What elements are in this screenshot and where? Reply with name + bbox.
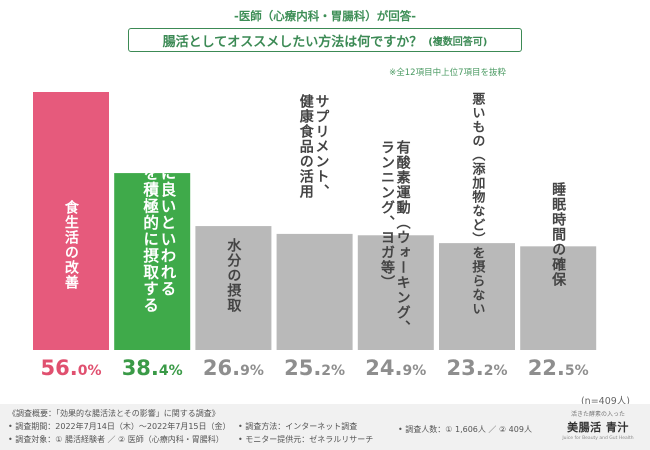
bar-5 (357, 235, 434, 350)
survey-target: • 調査対象：① 腸活経験者 ／ ② 医師（心療内科・胃腸科） (8, 435, 224, 444)
value-integer: 24. (365, 356, 403, 380)
bar-2 (114, 173, 191, 350)
value-label-1: 56.0% (33, 356, 109, 380)
category-label-7: 睡眠時間の確保 (550, 182, 567, 287)
survey-period: • 調査期間：2022年7月14日（木）〜2022年7月15日（金） (8, 422, 231, 431)
bar-1 (33, 92, 109, 350)
value-decimal: 5% (564, 363, 589, 379)
value-integer: 22. (527, 356, 565, 380)
sample-size-note: (n=409人) (580, 396, 630, 407)
value-integer: 38. (121, 356, 159, 380)
logo-tagline: 活きた酵素の入った (570, 411, 625, 418)
survey-method: • 調査方法：インターネット調査 (238, 422, 358, 431)
category-label-3: 水分の摂取 (225, 238, 242, 314)
value-decimal: 9% (402, 363, 427, 379)
survey-provider: • モニター提供元：ゼネラルリサーチ (238, 435, 374, 444)
category-label-2: 腸活に良いといわれる 食品を積極的に摂取する (141, 132, 177, 314)
bar-7 (520, 246, 597, 350)
survey-subtitle: -医師（心療内科・胃腸科）が回答- (233, 9, 417, 23)
value-label-4: 25.2% (277, 356, 353, 380)
chart-title-box: 腸活としてオススメしたい方法は何ですか？ (複数回答可) (128, 28, 522, 52)
chart-title-note: (複数回答可) (428, 36, 488, 48)
category-label-4: サプリメント、 健康食品の活用 (297, 94, 330, 199)
category-label-6: 悪いもの（添加物など）を摂らない (469, 92, 485, 316)
bar-6 (439, 243, 515, 350)
value-integer: 25. (284, 356, 322, 380)
selection-note: ※全12項目中上位7項目を抜粋 (389, 68, 506, 78)
survey-overview: 《調査概要：「効果的な腸活法とその影響」に関する調査》 (8, 409, 220, 418)
value-label-3: 26.9% (195, 356, 271, 380)
category-label-5: 有酸素運動（ウォーキング、 ランニング、ヨガ等） (378, 140, 411, 335)
bar-4 (276, 233, 353, 350)
bar-3 (195, 226, 272, 350)
value-integer: 23. (446, 356, 484, 380)
value-label-2: 38.4% (114, 356, 190, 380)
logo-subtext: Juice for Beauty and Gut Health (562, 436, 634, 441)
value-decimal: 2% (321, 363, 346, 379)
value-integer: 26. (202, 356, 241, 380)
brand-logo: 活きた酵素の入った 美腸活 青汁 Juice for Beauty and Gu… (558, 409, 638, 445)
category-label-1: 食生活の改善 (62, 200, 79, 290)
survey-footer: 《調査概要：「効果的な腸活法とその影響」に関する調査》 • 調査期間：2022年… (0, 404, 650, 450)
value-label-6: 23.2% (439, 356, 515, 380)
value-decimal: 9% (240, 363, 264, 379)
value-integer: 56. (40, 356, 78, 380)
value-decimal: 4% (158, 363, 183, 379)
logo-brand: 美腸活 青汁 (567, 421, 629, 434)
value-label-5: 24.9% (358, 356, 434, 380)
survey-count: • 調査人数：① 1,606人 ／ ② 409人 (398, 425, 532, 434)
value-decimal: 2% (483, 363, 508, 379)
value-label-7: 22.5% (520, 356, 596, 380)
value-decimal: 0% (77, 363, 102, 379)
chart-title: 腸活としてオススメしたい方法は何ですか？ (162, 34, 423, 50)
